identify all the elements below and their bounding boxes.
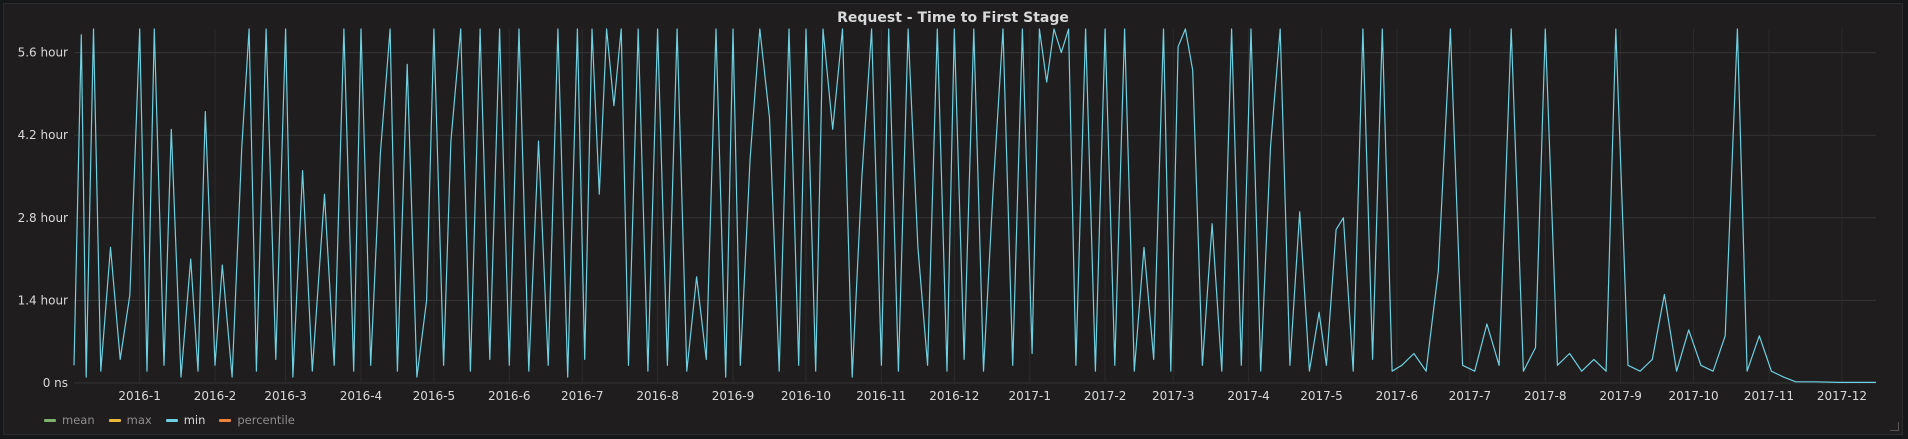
x-tick-label: 2016-1 xyxy=(118,389,161,403)
series-line-min xyxy=(73,28,1876,383)
x-tick-label: 2016-3 xyxy=(264,389,307,403)
legend-label: mean xyxy=(62,413,95,427)
x-tick-label: 2016-9 xyxy=(712,389,755,403)
legend-item-min[interactable]: min xyxy=(165,413,206,427)
legend-item-percentile[interactable]: percentile xyxy=(219,413,295,427)
legend-swatch xyxy=(44,418,56,422)
y-tick-label: 4.2 hour xyxy=(18,128,68,142)
legend-swatch xyxy=(165,418,178,422)
x-tick-label: 2016-12 xyxy=(929,389,979,403)
graph-panel: Request - Time to First Stage 0 ns 1.4 ho… xyxy=(3,3,1903,435)
x-tick-label: 2017-11 xyxy=(1744,389,1794,403)
x-tick-label: 2017-9 xyxy=(1599,389,1642,403)
x-tick-label: 2016-6 xyxy=(488,389,531,403)
x-tick-label: 2016-8 xyxy=(636,389,679,403)
legend-label: min xyxy=(183,413,206,427)
x-tick-label: 2016-11 xyxy=(856,389,906,403)
x-tick-label: 2017-5 xyxy=(1300,389,1343,403)
x-tick-label: 2017-2 xyxy=(1084,389,1127,403)
x-tick-label: 2016-7 xyxy=(561,389,604,403)
panel-title[interactable]: Request - Time to First Stage xyxy=(837,10,1069,26)
legend-item-max[interactable]: max xyxy=(108,413,152,427)
legend: mean max min percentile xyxy=(44,413,295,427)
x-tick-label: 2017-3 xyxy=(1152,389,1195,403)
legend-swatch xyxy=(219,418,232,422)
y-tick-label: 2.8 hour xyxy=(18,211,68,225)
legend-item-mean[interactable]: mean xyxy=(44,413,95,427)
line-chart[interactable]: 0 ns 1.4 hour 2.8 hour 4.2 hour 5.6 hour 2016… xyxy=(4,4,1904,436)
x-tick-label: 2017-8 xyxy=(1524,389,1567,403)
x-tick-label: 2017-7 xyxy=(1449,389,1492,403)
x-tick-label: 2017-12 xyxy=(1817,389,1867,403)
y-tick-label: 0 ns xyxy=(43,376,68,390)
legend-swatch xyxy=(108,418,121,422)
x-tick-label: 2017-1 xyxy=(1008,389,1051,403)
x-tick-label: 2016-2 xyxy=(194,389,237,403)
resize-handle-icon[interactable] xyxy=(1890,422,1899,431)
x-tick-label: 2017-6 xyxy=(1376,389,1419,403)
legend-label: percentile xyxy=(237,413,295,427)
x-tick-label: 2016-4 xyxy=(340,389,383,403)
legend-label: max xyxy=(126,413,152,427)
x-tick-label: 2016-10 xyxy=(781,389,831,403)
x-tick-label: 2017-10 xyxy=(1669,389,1719,403)
x-tick-label: 2017-4 xyxy=(1227,389,1270,403)
y-tick-label: 1.4 hour xyxy=(18,293,68,307)
y-tick-label: 5.6 hour xyxy=(18,46,68,60)
x-tick-label: 2016-5 xyxy=(413,389,456,403)
